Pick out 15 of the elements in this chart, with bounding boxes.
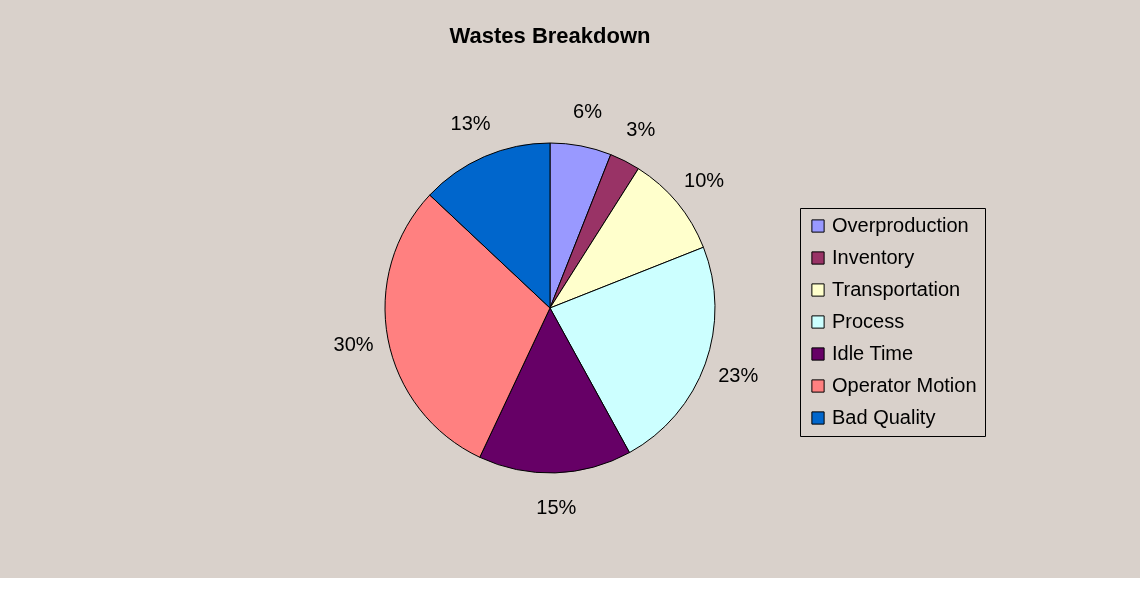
legend-label: Bad Quality <box>832 406 936 428</box>
data-label: 3% <box>626 117 656 140</box>
legend-label: Operator Motion <box>832 374 977 396</box>
legend-label: Inventory <box>832 246 915 268</box>
legend-label: Transportation <box>832 278 961 300</box>
data-label: 15% <box>536 495 577 518</box>
data-label: 10% <box>684 168 725 191</box>
legend-label: Idle Time <box>832 342 914 364</box>
data-label: 30% <box>333 333 374 356</box>
data-label: 23% <box>718 363 759 386</box>
chart-title: Wastes Breakdown <box>449 23 651 48</box>
data-label: 13% <box>450 112 491 135</box>
legend-label: Process <box>832 310 905 332</box>
legend-label: Overproduction <box>832 214 969 236</box>
data-label: 6% <box>573 99 603 122</box>
